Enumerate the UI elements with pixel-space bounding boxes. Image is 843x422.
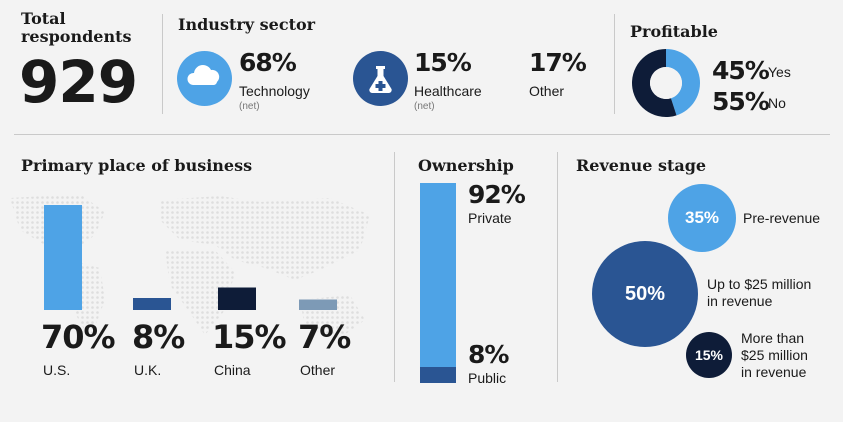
- place-other-pct: 7%: [298, 318, 351, 356]
- revenue-top-label-line2: $25 million: [741, 347, 808, 363]
- ownership-bar-chart: [420, 183, 456, 383]
- total-respondents-value: 929: [19, 48, 138, 116]
- industry-title: Industry sector: [178, 15, 316, 34]
- ownership-title: Ownership: [418, 156, 514, 175]
- cloud-icon: [177, 51, 232, 106]
- place-other-label: Other: [300, 362, 336, 378]
- ownership-private-label: Private: [468, 210, 512, 226]
- profitable-yes-pct: 45%: [712, 56, 770, 85]
- donut-slice-yes: [666, 49, 700, 116]
- ownership-segment-private: [420, 183, 456, 367]
- donut-hole: [650, 67, 682, 99]
- revenue-top-pct: 15%: [694, 347, 724, 363]
- revenue-pre-label: Pre-revenue: [743, 210, 821, 226]
- healthcare-note: (net): [414, 101, 435, 112]
- total-respondents-label: Total respondents: [21, 10, 132, 46]
- revenue-top-label-line1: More than: [741, 330, 805, 346]
- healthcare-label: Healthcare: [414, 83, 482, 99]
- divider-bottom-2: [557, 152, 558, 382]
- divider-horizontal: [14, 134, 830, 135]
- total-label-line1: Total: [21, 9, 66, 28]
- revenue-mid-label: Up to $25 million in revenue: [707, 276, 811, 310]
- revenue-mid-bubble: 50%: [592, 241, 698, 347]
- divider-bottom-1: [394, 152, 395, 382]
- place-us-label: U.S.: [43, 362, 71, 378]
- profitable-yes-label: Yes: [768, 64, 791, 80]
- ownership-private-pct: 92%: [468, 180, 526, 209]
- profitable-title: Profitable: [630, 22, 718, 41]
- revenue-mid-pct: 50%: [624, 282, 666, 305]
- place-china-pct: 15%: [212, 318, 287, 356]
- technology-note: (net): [239, 101, 260, 112]
- total-label-line2: respondents: [21, 27, 132, 46]
- place-uk-pct: 8%: [132, 318, 185, 356]
- divider-top-2: [614, 14, 615, 114]
- revenue-top-bubble: 15%: [686, 332, 732, 378]
- place-us-pct: 70%: [41, 318, 116, 356]
- place-bar-uk: [133, 298, 171, 310]
- profitable-no-pct: 55%: [712, 87, 770, 116]
- flask-icon: [353, 51, 408, 106]
- place-china-label: China: [214, 362, 251, 378]
- divider-top-1: [162, 14, 163, 114]
- place-bar-us: [44, 205, 82, 310]
- donut-slice-no: [632, 49, 677, 118]
- place-uk-label: U.K.: [134, 362, 162, 378]
- revenue-mid-label-line1: Up to $25 million: [707, 276, 812, 292]
- place-bar-chart: [44, 205, 337, 310]
- ownership-public-label: Public: [468, 370, 507, 386]
- place-bar-china: [218, 287, 256, 310]
- technology-label: Technology: [239, 83, 310, 99]
- healthcare-pct: 15%: [414, 48, 472, 77]
- revenue-mid-label-line2: in revenue: [707, 293, 773, 309]
- technology-pct: 68%: [239, 48, 297, 77]
- other-industry-label: Other: [529, 83, 565, 99]
- profitable-donut: [632, 49, 700, 118]
- other-industry-pct: 17%: [529, 48, 587, 77]
- revenue-pre-bubble: 35%: [668, 184, 736, 252]
- place-bar-other: [299, 299, 337, 310]
- ownership-public-pct: 8%: [468, 340, 509, 369]
- revenue-top-label: More than $25 million in revenue: [741, 330, 808, 381]
- place-title: Primary place of business: [21, 156, 253, 175]
- ownership-segment-public: [420, 367, 456, 383]
- revenue-pre-pct: 35%: [684, 208, 720, 227]
- profitable-no-label: No: [768, 95, 786, 111]
- revenue-title: Revenue stage: [576, 156, 707, 175]
- revenue-top-label-line3: in revenue: [741, 364, 807, 380]
